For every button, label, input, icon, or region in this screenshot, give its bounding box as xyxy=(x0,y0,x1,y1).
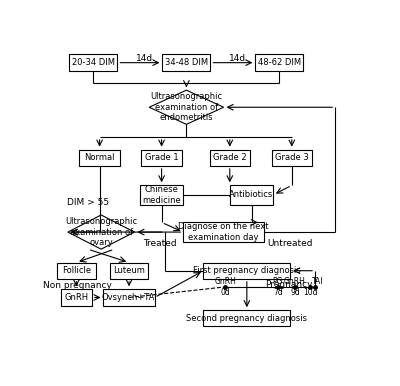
Text: GnRH: GnRH xyxy=(284,277,306,286)
Text: Follicle: Follicle xyxy=(62,266,91,275)
Text: Second pregnancy diagnosis: Second pregnancy diagnosis xyxy=(186,314,307,323)
FancyBboxPatch shape xyxy=(57,262,96,279)
Text: Ultrasonographic
examination of
endometritis: Ultrasonographic examination of endometr… xyxy=(150,92,222,122)
FancyBboxPatch shape xyxy=(204,310,290,327)
Text: 0d: 0d xyxy=(220,288,230,297)
Text: Treated: Treated xyxy=(143,239,177,247)
FancyBboxPatch shape xyxy=(204,262,290,279)
Text: 7d: 7d xyxy=(273,288,283,297)
Text: Grade 1: Grade 1 xyxy=(145,153,178,162)
FancyBboxPatch shape xyxy=(162,54,210,71)
Text: Ovsynch+TAI: Ovsynch+TAI xyxy=(101,293,157,302)
FancyBboxPatch shape xyxy=(255,54,304,71)
Text: DIM > 55: DIM > 55 xyxy=(67,198,109,207)
Text: First pregnancy diagnosis: First pregnancy diagnosis xyxy=(193,266,301,275)
Text: GnRH: GnRH xyxy=(214,277,236,286)
FancyBboxPatch shape xyxy=(183,222,264,242)
FancyBboxPatch shape xyxy=(210,150,250,166)
Polygon shape xyxy=(149,90,224,124)
Text: Grade 2: Grade 2 xyxy=(213,153,247,162)
Text: 20-34 DIM: 20-34 DIM xyxy=(72,58,115,67)
Text: 34-48 DIM: 34-48 DIM xyxy=(165,58,208,67)
Text: Luteum: Luteum xyxy=(113,266,145,275)
Text: Untreated: Untreated xyxy=(268,239,313,247)
Text: 48-62 DIM: 48-62 DIM xyxy=(258,58,301,67)
Text: Antibiotics: Antibiotics xyxy=(229,190,274,200)
FancyBboxPatch shape xyxy=(140,185,183,205)
Text: Non pregnancy: Non pregnancy xyxy=(44,281,112,290)
Text: PG: PG xyxy=(273,277,283,286)
Text: Diagnose on the next
examination day: Diagnose on the next examination day xyxy=(178,222,269,242)
FancyBboxPatch shape xyxy=(230,185,273,205)
FancyBboxPatch shape xyxy=(80,150,120,166)
Text: Ultrasonographic
examination of
ovary: Ultrasonographic examination of ovary xyxy=(65,217,137,247)
Text: 9d: 9d xyxy=(290,288,300,297)
Text: Chinese
medicine: Chinese medicine xyxy=(142,185,181,205)
FancyBboxPatch shape xyxy=(272,150,312,166)
Text: 14d: 14d xyxy=(136,54,153,63)
FancyBboxPatch shape xyxy=(61,289,92,306)
Polygon shape xyxy=(68,215,134,249)
FancyBboxPatch shape xyxy=(110,262,148,279)
Text: 10d: 10d xyxy=(303,288,318,297)
FancyBboxPatch shape xyxy=(104,289,155,306)
FancyBboxPatch shape xyxy=(69,54,118,71)
Text: GnRH: GnRH xyxy=(64,293,88,302)
Text: TAI: TAI xyxy=(312,277,324,286)
Text: Normal: Normal xyxy=(84,153,115,162)
Text: 14d: 14d xyxy=(229,54,246,63)
Text: Grade 3: Grade 3 xyxy=(275,153,309,162)
FancyBboxPatch shape xyxy=(142,150,182,166)
Text: Pregnancy: Pregnancy xyxy=(265,280,312,289)
